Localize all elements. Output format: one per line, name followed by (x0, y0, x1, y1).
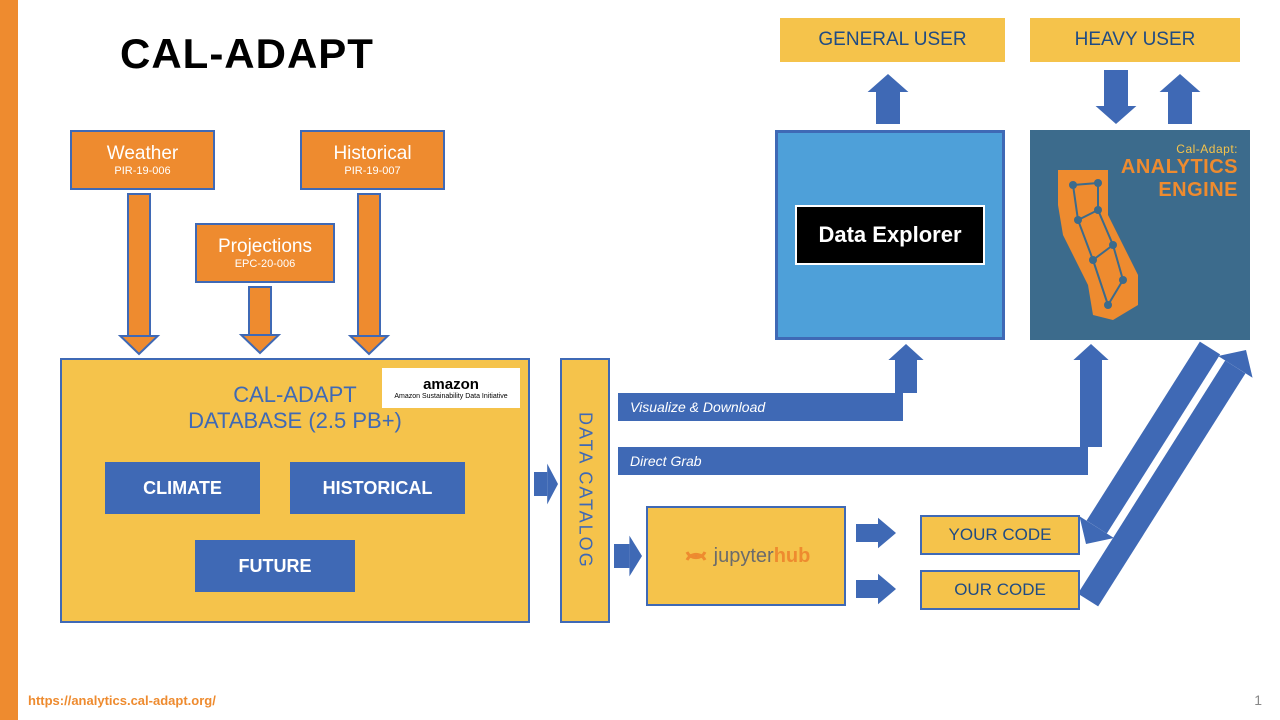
ae-sub: ENGINE (1158, 179, 1238, 202)
band-visualize: Visualize & Download (618, 393, 903, 421)
amazon-badge: amazon Amazon Sustainability Data Initia… (382, 368, 520, 408)
historical-label: Historical (333, 143, 411, 165)
amazon-sub: Amazon Sustainability Data Initiative (394, 393, 507, 400)
data-explorer: Data Explorer (795, 205, 985, 265)
weather-sub: PIR-19-006 (114, 165, 170, 177)
data-explorer-label: Data Explorer (818, 222, 961, 248)
data-catalog: DATA CATALOG (560, 358, 610, 623)
analytics-engine: Cal-Adapt: ANALYTICS ENGINE (1030, 130, 1250, 340)
page-number: 1 (1254, 692, 1262, 708)
weather-label: Weather (107, 143, 178, 165)
amazon-logo-text: amazon (423, 376, 479, 393)
jupyterhub: jupyterhub (646, 506, 846, 606)
california-icon (1038, 165, 1158, 325)
heavy-user: HEAVY USER (1030, 18, 1240, 62)
chip-climate: CLIMATE (105, 462, 260, 514)
jupyter-icon (682, 542, 710, 570)
general-user: GENERAL USER (780, 18, 1005, 62)
band-direct: Direct Grab (618, 447, 1088, 475)
jupyter-label: jupyterhub (714, 545, 811, 568)
projections-label: Projections (218, 236, 312, 258)
historical-sub: PIR-19-007 (344, 165, 400, 177)
chip-historical: HISTORICAL (290, 462, 465, 514)
catalog-label: DATA CATALOG (575, 412, 596, 569)
source-weather: Weather PIR-19-006 (70, 130, 215, 190)
our-code: OUR CODE (920, 570, 1080, 610)
general-user-label: GENERAL USER (818, 29, 966, 51)
database-line2: DATABASE (2.5 PB+) (188, 408, 402, 434)
left-accent-bar (0, 0, 18, 720)
our-code-label: OUR CODE (954, 580, 1046, 600)
heavy-user-label: HEAVY USER (1075, 29, 1196, 51)
chip-future: FUTURE (195, 540, 355, 592)
source-projections: Projections EPC-20-006 (195, 223, 335, 283)
projections-sub: EPC-20-006 (235, 258, 296, 270)
database-line1: CAL-ADAPT (233, 382, 356, 408)
your-code: YOUR CODE (920, 515, 1080, 555)
source-historical: Historical PIR-19-007 (300, 130, 445, 190)
page-title: CAL-ADAPT (120, 30, 374, 78)
ae-top: Cal-Adapt: (1176, 142, 1238, 156)
your-code-label: YOUR CODE (949, 525, 1052, 545)
footer-url: https://analytics.cal-adapt.org/ (28, 693, 216, 708)
